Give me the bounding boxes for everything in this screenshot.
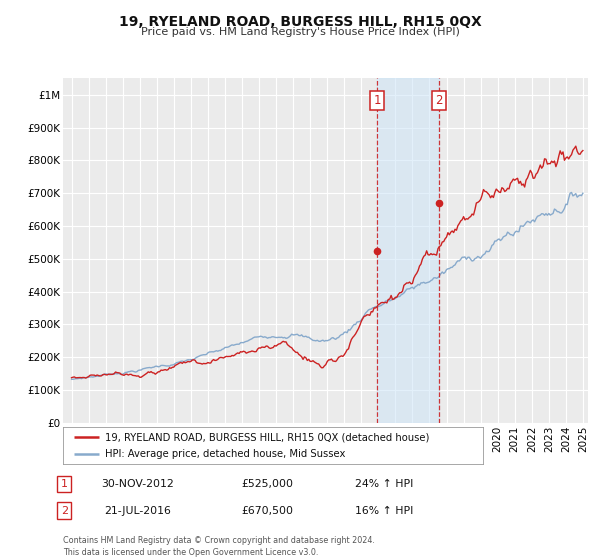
Text: 1: 1: [373, 94, 381, 107]
Text: 19, RYELAND ROAD, BURGESS HILL, RH15 0QX (detached house): 19, RYELAND ROAD, BURGESS HILL, RH15 0QX…: [105, 432, 430, 442]
Text: 19, RYELAND ROAD, BURGESS HILL, RH15 0QX: 19, RYELAND ROAD, BURGESS HILL, RH15 0QX: [119, 15, 481, 29]
Text: 30-NOV-2012: 30-NOV-2012: [101, 479, 175, 489]
Text: Price paid vs. HM Land Registry's House Price Index (HPI): Price paid vs. HM Land Registry's House …: [140, 27, 460, 37]
Text: 21-JUL-2016: 21-JUL-2016: [104, 506, 172, 516]
Text: £525,000: £525,000: [241, 479, 293, 489]
Text: £670,500: £670,500: [241, 506, 293, 516]
Text: 16% ↑ HPI: 16% ↑ HPI: [355, 506, 413, 516]
Text: 2: 2: [435, 94, 443, 107]
Bar: [377, 78, 439, 423]
Text: HPI: Average price, detached house, Mid Sussex: HPI: Average price, detached house, Mid …: [105, 449, 346, 459]
Text: 1: 1: [61, 479, 68, 489]
Text: Contains HM Land Registry data © Crown copyright and database right 2024.
This d: Contains HM Land Registry data © Crown c…: [63, 536, 375, 557]
Text: 2: 2: [61, 506, 68, 516]
Text: 24% ↑ HPI: 24% ↑ HPI: [355, 479, 413, 489]
